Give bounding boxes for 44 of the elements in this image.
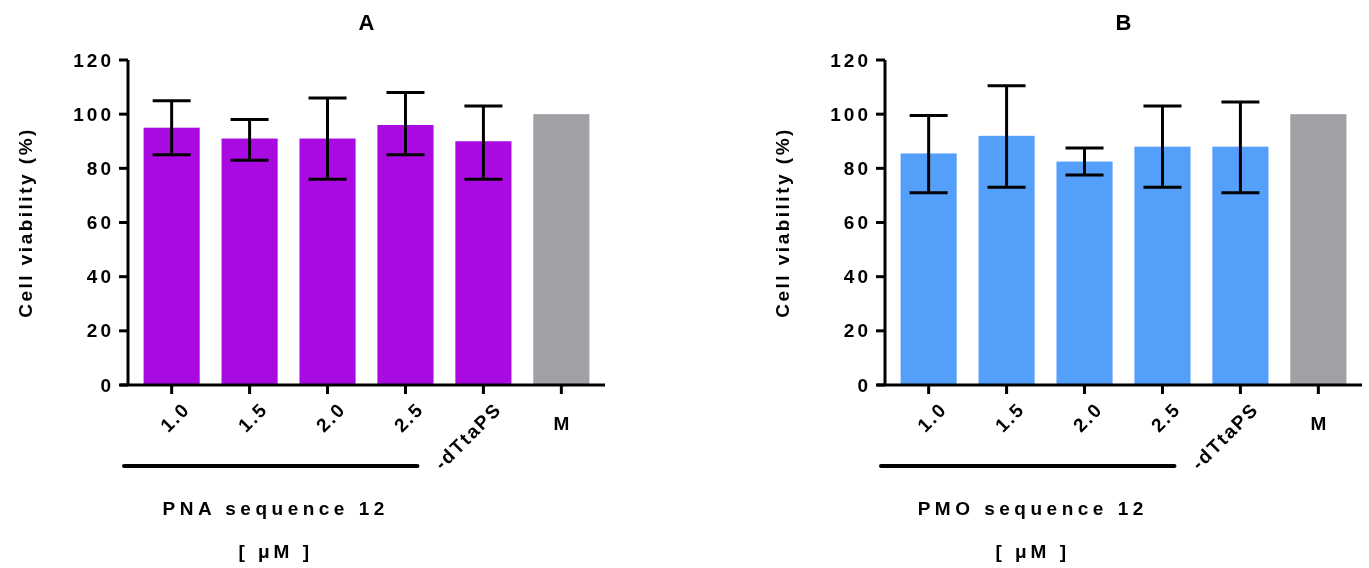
y-tick-label: 40 — [843, 266, 871, 288]
x-tick-label: M — [553, 413, 570, 434]
bar — [533, 114, 590, 385]
y-tick-label: 80 — [843, 157, 871, 179]
bar — [377, 125, 434, 385]
bar — [978, 135, 1035, 385]
text: [ μM ] — [238, 541, 314, 562]
bar — [221, 138, 278, 385]
x-tick-label: 2.5 — [1146, 398, 1185, 437]
x-tick-label: 1.0 — [913, 398, 951, 437]
y-tick-label: 120 — [73, 49, 114, 71]
x-tick-label: 2.5 — [389, 398, 428, 437]
y-tick-label: 100 — [73, 103, 114, 125]
y-tick-label: 20 — [843, 320, 871, 342]
bar — [1212, 146, 1269, 385]
x-axis-title: PNA sequence 12 — [162, 498, 389, 519]
x-axis-title: PMO sequence 12 — [917, 498, 1148, 519]
bar — [299, 138, 356, 385]
y-tick-label: 40 — [86, 266, 114, 288]
bar — [455, 141, 512, 385]
y-tick-label: 20 — [86, 320, 114, 342]
chart-title: A — [358, 10, 375, 35]
y-tick-label: 120 — [830, 49, 871, 71]
y-tick-label: 0 — [100, 374, 114, 396]
y-tick-label: 60 — [843, 212, 871, 234]
y-axis-title: Cell viability (%) — [772, 127, 793, 318]
bar — [900, 153, 957, 385]
text: [ μM ] — [995, 541, 1071, 562]
y-tick-label: 0 — [857, 374, 871, 396]
y-tick-label: 80 — [86, 157, 114, 179]
x-tick-label: 2.0 — [1068, 398, 1107, 437]
y-tick-label: 100 — [830, 103, 871, 125]
y-axis-title: Cell viability (%) — [15, 127, 36, 318]
chart-title: B — [1115, 10, 1132, 35]
y-tick-label: 60 — [86, 212, 114, 234]
bar — [1290, 114, 1347, 385]
x-tick-label: M — [1310, 413, 1327, 434]
x-tick-label: 2.0 — [311, 398, 350, 437]
bar — [1134, 146, 1191, 385]
x-tick-label: 1.5 — [234, 398, 272, 437]
x-tick-label: 1.5 — [991, 398, 1029, 437]
bar — [143, 127, 200, 385]
x-tick-label: 1.0 — [156, 398, 194, 437]
bar — [1056, 161, 1113, 385]
